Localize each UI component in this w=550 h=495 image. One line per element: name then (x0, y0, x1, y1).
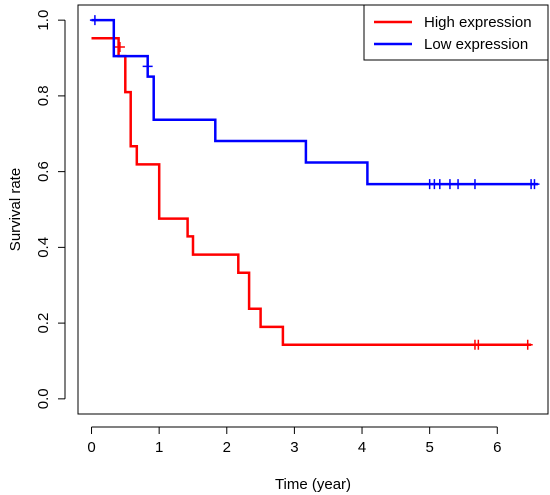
survival-curve-high (91, 37, 532, 346)
x-tick-label: 0 (87, 439, 95, 456)
series-layer (89, 15, 540, 350)
x-tick-label: 1 (155, 439, 163, 456)
censor-mark (89, 15, 100, 26)
y-axis: 0.0 0.2 0.4 0.6 0.8 1.0 (35, 10, 66, 409)
censor-mark (453, 179, 464, 190)
y-tick-label: 1.0 (35, 10, 52, 31)
y-axis-label: Survival rate (7, 168, 24, 251)
legend-box (363, 4, 549, 61)
y-tick-label: 0.2 (35, 313, 52, 334)
censor-mark (473, 339, 484, 350)
censor-mark (434, 179, 445, 190)
censor-mark (522, 339, 533, 350)
legend-label-low: Low expression (424, 36, 528, 53)
x-tick-label: 6 (493, 439, 501, 456)
x-tick-label: 3 (290, 439, 298, 456)
censor-mark (114, 42, 125, 53)
x-tick-label: 2 (223, 439, 231, 456)
x-tick-label: 4 (358, 439, 366, 456)
legend: High expression Low expression (363, 4, 549, 61)
x-axis-label: Time (year) (275, 476, 351, 493)
survival-curve-low (91, 18, 538, 186)
plot-frame (77, 4, 549, 415)
censor-mark (469, 179, 480, 190)
censor-mark (142, 61, 153, 72)
x-axis: 0 1 2 3 4 5 6 (87, 426, 501, 456)
y-tick-label: 0.6 (35, 161, 52, 182)
y-tick-label: 0.4 (35, 237, 52, 258)
censor-mark (529, 179, 540, 190)
x-tick-label: 5 (425, 439, 433, 456)
y-tick-label: 0.0 (35, 388, 52, 409)
legend-label-high: High expression (424, 14, 532, 31)
y-tick-label: 0.8 (35, 85, 52, 106)
